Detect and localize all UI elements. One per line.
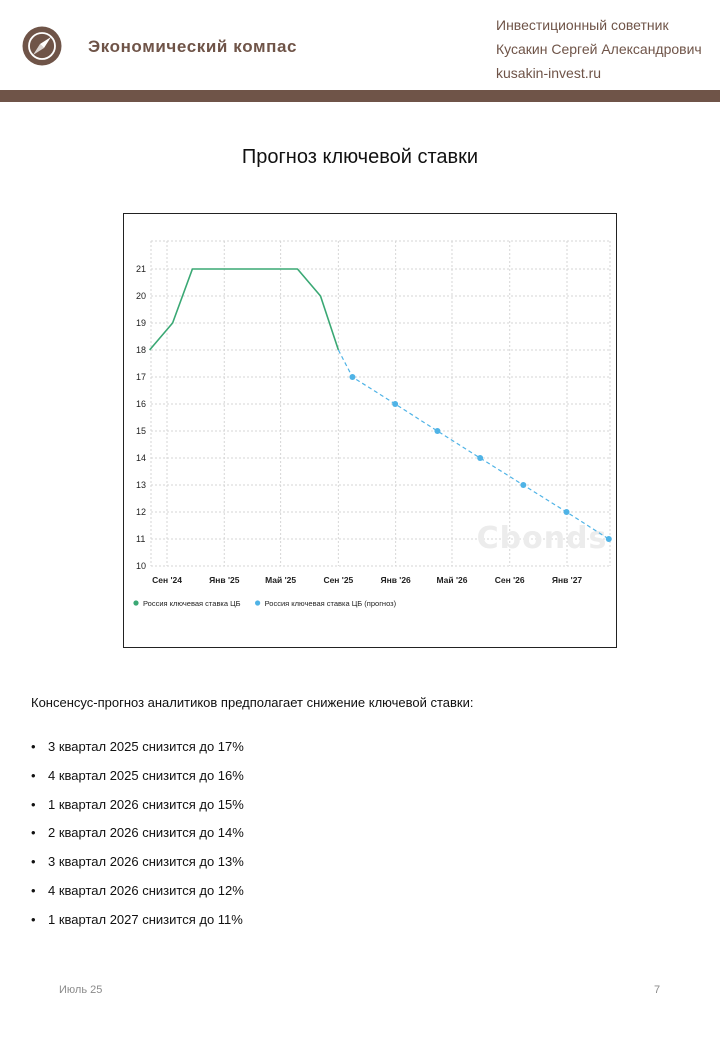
bullet-marker: •: [31, 739, 36, 754]
list-item: • 2 квартал 2026 снизится до 14%: [31, 825, 244, 854]
legend-marker-1: [133, 600, 139, 606]
x-tick-label: Май '26: [436, 575, 467, 585]
advisor-name: Кусакин Сергей Александрович: [496, 41, 702, 57]
series-point: [434, 428, 441, 434]
series-point: [563, 509, 570, 515]
y-tick-label: 13: [136, 480, 146, 490]
bullet-marker: •: [31, 825, 36, 841]
bullet-marker: •: [31, 854, 36, 870]
advisor-role: Инвестиционный советник: [496, 17, 669, 33]
list-item: • 1 квартал 2027 снизится до 11%: [31, 912, 244, 941]
list-item-text: 2 квартал 2026 снизится до 14%: [48, 825, 244, 841]
list-item: • 4 квартал 2026 снизится до 12%: [31, 883, 244, 912]
y-tick-label: 10: [136, 561, 146, 571]
x-tick-label: Май '25: [265, 575, 296, 585]
y-tick-label: 18: [136, 345, 146, 355]
y-tick-label: 15: [136, 426, 146, 436]
legend-label-2: Россия ключевая ставка ЦБ (прогноз): [265, 599, 397, 608]
y-tick-label: 17: [136, 372, 146, 382]
list-item-text: 3 квартал 2025 снизится до 17%: [48, 739, 244, 754]
intro-text: Консенсус-прогноз аналитиков предполагае…: [31, 695, 474, 710]
list-item-text: 1 квартал 2027 снизится до 11%: [48, 911, 243, 927]
x-tick-label: Янв '26: [380, 575, 411, 585]
x-tick-label: Сен '24: [152, 575, 182, 585]
brand-name: Экономический компас: [88, 37, 298, 56]
list-item-text: 1 квартал 2026 снизится до 15%: [48, 796, 244, 812]
y-tick-label: 14: [136, 453, 146, 463]
y-tick-label: 11: [136, 534, 145, 544]
key-rate-chart: Cbonds 10 11 12 13 14 15 16 17 18 19 20 21 Сен '24 Янв…: [123, 213, 617, 648]
series-point: [520, 482, 527, 488]
y-tick-label: 19: [136, 318, 146, 328]
watermark-text: Cbonds: [477, 521, 608, 556]
advisor-site: kusakin-invest.ru: [496, 65, 602, 81]
bullet-marker: •: [31, 911, 36, 927]
forecast-list: • 3 квартал 2025 снизится до 17% • 4 кварта…: [31, 739, 244, 941]
page-number: 7: [654, 984, 661, 996]
bullet-marker: •: [31, 796, 36, 812]
y-tick-label: 16: [136, 399, 146, 409]
series-point: [349, 374, 356, 380]
list-item: • 3 квартал 2025 снизится до 17%: [31, 739, 244, 768]
compass-icon: [22, 26, 62, 66]
series-line-2: [337, 349, 610, 540]
y-tick-label: 20: [136, 291, 146, 301]
list-item-text: 4 квартал 2026 снизится до 12%: [48, 882, 244, 898]
list-item: • 4 квартал 2025 снизится до 16%: [31, 768, 244, 797]
list-item: • 1 квартал 2026 снизится до 15%: [31, 797, 244, 826]
y-tick-label: 21: [136, 264, 146, 274]
header-bar: [0, 90, 720, 102]
legend-marker-2: [255, 600, 261, 606]
list-item-text: 3 квартал 2026 снизится до 13%: [48, 854, 244, 870]
list-item: • 3 квартал 2026 снизится до 13%: [31, 854, 244, 883]
x-tick-label: Янв '25: [209, 575, 240, 585]
legend-label-1: Россия ключевая ставка ЦБ: [143, 599, 241, 608]
series-point: [477, 455, 484, 461]
bullet-marker: •: [31, 882, 36, 898]
y-tick-label: 12: [136, 507, 146, 517]
series-point: [392, 401, 399, 407]
series-line-1: [148, 268, 340, 351]
footer-date: Июль 25: [59, 984, 103, 996]
page-header: Экономический компас Инвестиционный сове…: [0, 0, 720, 102]
page-title: Прогноз ключевой ставки: [241, 146, 479, 168]
advisor-info: Инвестиционный советник Кусакин Сергей А…: [496, 13, 702, 85]
x-tick-label: Сен '25: [323, 575, 353, 585]
chart-canvas: Cbonds 10 11 12 13 14 15 16 17 18 19 20 21 Сен '24 Янв…: [133, 240, 612, 608]
bullet-marker: •: [31, 767, 36, 783]
x-tick-label: Сен '26: [495, 575, 525, 585]
x-tick-label: Янв '27: [552, 575, 583, 585]
list-item-text: 4 квартал 2025 снизится до 16%: [48, 767, 244, 783]
series-point: [605, 536, 612, 542]
